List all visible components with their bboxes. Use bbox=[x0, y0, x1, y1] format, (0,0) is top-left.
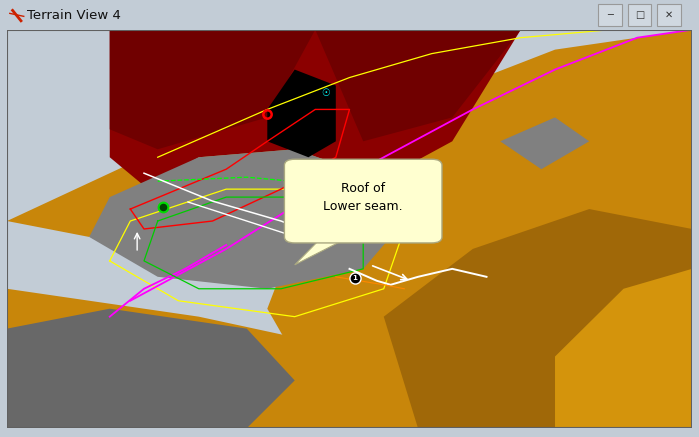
Polygon shape bbox=[7, 309, 295, 428]
Polygon shape bbox=[110, 30, 315, 149]
Polygon shape bbox=[158, 149, 363, 221]
Polygon shape bbox=[7, 289, 432, 428]
Polygon shape bbox=[384, 209, 692, 428]
Text: 1: 1 bbox=[352, 274, 357, 281]
FancyBboxPatch shape bbox=[657, 3, 681, 26]
Polygon shape bbox=[7, 157, 199, 237]
Polygon shape bbox=[89, 149, 404, 289]
Polygon shape bbox=[555, 269, 692, 428]
Text: ☉: ☉ bbox=[321, 88, 330, 98]
FancyBboxPatch shape bbox=[628, 3, 651, 26]
Text: Terrain View 4: Terrain View 4 bbox=[27, 9, 120, 22]
FancyBboxPatch shape bbox=[284, 159, 442, 243]
Polygon shape bbox=[110, 30, 521, 221]
Text: Roof of
Lower seam.: Roof of Lower seam. bbox=[324, 182, 403, 213]
FancyBboxPatch shape bbox=[598, 3, 622, 26]
Polygon shape bbox=[295, 237, 350, 265]
Text: ✕: ✕ bbox=[665, 10, 673, 20]
Polygon shape bbox=[267, 69, 336, 157]
Text: □: □ bbox=[635, 10, 644, 20]
Polygon shape bbox=[500, 118, 589, 169]
Polygon shape bbox=[315, 30, 521, 141]
Polygon shape bbox=[267, 30, 692, 428]
Text: ─: ─ bbox=[607, 10, 613, 20]
